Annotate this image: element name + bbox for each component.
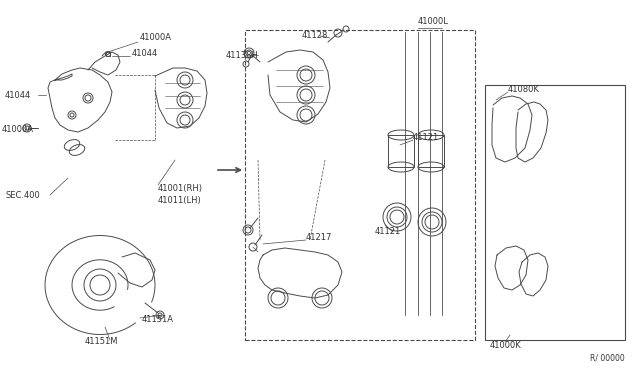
Text: 41138H: 41138H — [225, 51, 258, 60]
Text: 41000K: 41000K — [490, 340, 522, 350]
Bar — [388, 135, 414, 167]
Text: 41044: 41044 — [5, 90, 31, 99]
Bar — [245, 30, 475, 340]
Text: 41128: 41128 — [302, 31, 328, 39]
Text: SEC.400: SEC.400 — [5, 190, 40, 199]
Text: 41121: 41121 — [375, 228, 401, 237]
Text: 41151M: 41151M — [85, 337, 118, 346]
Text: 41217: 41217 — [306, 234, 332, 243]
Text: 41000A: 41000A — [2, 125, 34, 135]
Text: 41000L: 41000L — [418, 17, 449, 26]
Bar — [418, 135, 444, 167]
Text: 41080K: 41080K — [508, 86, 540, 94]
Text: 41011(LH): 41011(LH) — [158, 196, 202, 205]
Text: 41001(RH): 41001(RH) — [158, 183, 203, 192]
Text: 41121: 41121 — [413, 134, 439, 142]
Text: 41044: 41044 — [132, 48, 158, 58]
Text: 41151A: 41151A — [142, 315, 174, 324]
Text: 41000A: 41000A — [140, 33, 172, 42]
Bar — [485, 85, 625, 340]
Text: R/ 00000: R/ 00000 — [590, 353, 625, 362]
